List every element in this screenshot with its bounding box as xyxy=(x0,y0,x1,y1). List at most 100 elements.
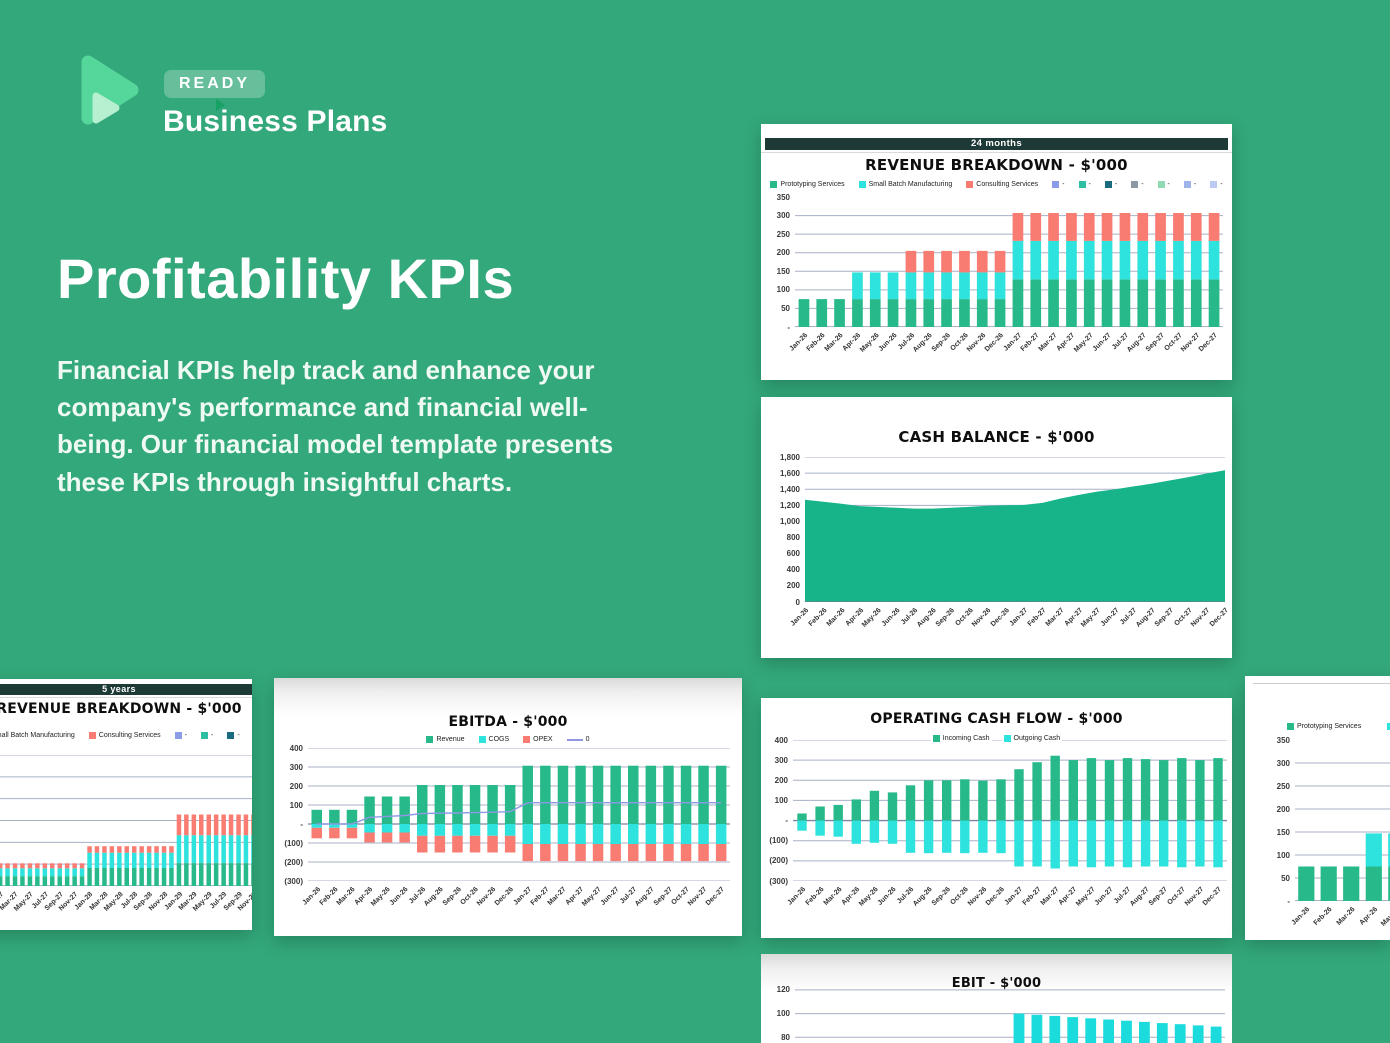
x-axis-label: Jan-26 xyxy=(789,607,810,628)
y-axis-label: 250 xyxy=(776,229,790,239)
x-axis-label: Feb-26 xyxy=(804,886,826,907)
chart-legend: Prototyping Services Small Batch Manufact… xyxy=(1285,723,1390,730)
x-axis-label: Sep-26 xyxy=(930,886,952,908)
legend-label: - xyxy=(1193,181,1197,188)
legend-label: Small Batch Manufacturing xyxy=(0,732,75,739)
chart-title: CASH BALANCE - $'000 xyxy=(898,428,1095,446)
x-axis-label: May-26 xyxy=(370,886,393,908)
legend-item: - xyxy=(172,732,189,739)
chart-legend: Revenue COGS OPEX 0 xyxy=(274,736,742,743)
x-axis-label: Aug-27 xyxy=(1128,886,1151,908)
legend-item: OPEX xyxy=(521,736,555,743)
y-axis-label: 150 xyxy=(776,266,790,276)
y-axis-label: (100) xyxy=(769,836,788,846)
x-axis-label: Jun-27 xyxy=(599,886,621,907)
chart-card-revenue-24m: 24 months REVENUE BREAKDOWN - $'000 Prot… xyxy=(761,124,1232,380)
legend-item: - xyxy=(199,732,216,739)
y-axis-label: - xyxy=(787,322,790,332)
legend-swatch-icon xyxy=(201,732,208,739)
legend-label: Revenue xyxy=(436,736,465,743)
x-axis-label: Nov-26 xyxy=(476,886,498,908)
x-axis-label: Jun-27 xyxy=(1099,607,1121,628)
x-axis-label: Nov-26 xyxy=(966,886,988,908)
y-axis-label: 300 xyxy=(774,755,788,765)
legend-item: Prototyping Services xyxy=(768,181,847,188)
x-axis-label: Jun-26 xyxy=(880,607,902,628)
y-axis-label: (300) xyxy=(769,876,788,886)
y-axis-label: 1,800 xyxy=(779,452,800,462)
legend-label: COGS xyxy=(488,736,510,743)
x-axis-label: May-26 xyxy=(1379,906,1390,928)
x-axis-label: Jan-26 xyxy=(788,332,809,353)
y-axis-label: 200 xyxy=(1276,804,1290,814)
x-axis-label: Jan-27 xyxy=(1008,607,1030,628)
y-axis-label: 400 xyxy=(289,743,303,753)
x-axis-label: Mar-26 xyxy=(823,332,845,353)
x-axis-label: Dec-27 xyxy=(1197,332,1220,354)
y-axis-label: 50 xyxy=(781,303,790,313)
legend-swatch-icon xyxy=(478,736,486,743)
chart-period-tag: 5 years xyxy=(0,684,252,695)
x-axis-label: Nov-27 xyxy=(1183,886,1205,908)
y-axis-label: 100 xyxy=(1276,850,1290,860)
x-axis-label: Feb-26 xyxy=(807,607,829,628)
legend-label: Consulting Services xyxy=(976,181,1039,188)
x-axis-label: Sep-27 xyxy=(1147,886,1169,908)
chart-plot-area xyxy=(795,978,1225,1043)
x-axis-label: Feb-27 xyxy=(529,886,551,907)
brand-accent-triangle-icon xyxy=(216,99,225,111)
y-axis-label: 350 xyxy=(1276,735,1290,745)
legend-label: Incoming Cash xyxy=(942,735,990,742)
y-axis-label: (100) xyxy=(284,838,303,848)
legend-item: COGS xyxy=(476,736,512,743)
x-axis-label: Sep-27 xyxy=(652,886,674,908)
x-axis-label: May-27 xyxy=(1074,886,1097,908)
x-axis-label: Jun-26 xyxy=(876,886,898,907)
x-axis-label: Sep-26 xyxy=(441,886,463,908)
chart-legend: Prototyping Services Small Batch Manufact… xyxy=(761,181,1232,188)
x-axis-label: Dec-26 xyxy=(983,332,1006,354)
x-axis-label: Jun-27 xyxy=(1093,886,1115,907)
y-axis-label: - xyxy=(1287,896,1290,906)
legend-swatch-icon xyxy=(88,732,96,739)
legend-item: Consulting Services xyxy=(86,732,163,739)
x-axis-label: Mar-26 xyxy=(822,886,844,907)
y-axis-label: 100 xyxy=(776,1009,790,1019)
y-axis-label: 400 xyxy=(786,565,800,575)
x-axis-label: Sep-26 xyxy=(930,332,952,354)
x-axis-label: Dec-27 xyxy=(704,886,727,908)
legend-label: OPEX xyxy=(533,736,553,743)
legend-item: Prototyping Services xyxy=(1285,723,1364,730)
legend-swatch-icon xyxy=(174,732,182,739)
legend-item: - xyxy=(1102,181,1120,188)
x-axis-label: Dec-26 xyxy=(493,886,516,908)
legend-swatch-icon xyxy=(966,181,974,188)
legend-swatch-icon xyxy=(227,732,235,739)
x-axis-label: Jan-27 xyxy=(1002,332,1023,353)
legend-swatch-icon xyxy=(1104,181,1112,188)
chart-plot-area xyxy=(0,755,252,886)
x-axis-label: Mar-26 xyxy=(1335,906,1357,927)
page-description: Financial KPIs help track and enhance yo… xyxy=(57,355,614,497)
x-axis-label: Dec-27 xyxy=(1208,607,1230,629)
chart-plot-area xyxy=(795,197,1223,327)
x-axis-label: Dec-27 xyxy=(1201,886,1223,908)
chart-card-operating-cash-flow: OPERATING CASH FLOW - $'000 Incoming Cas… xyxy=(761,698,1232,938)
legend-swatch-icon xyxy=(523,736,531,743)
legend-label: - xyxy=(1114,181,1118,188)
y-axis-label: 1,400 xyxy=(779,484,800,494)
x-axis-label: Jan-26 xyxy=(301,886,322,907)
x-axis-label: Sep-27 xyxy=(1144,332,1166,354)
legend-label: - xyxy=(1062,181,1065,188)
chart-plot-area xyxy=(793,740,1227,881)
chart-card-revenue-5y: 5 years REVENUE BREAKDOWN - $'000 Protot… xyxy=(0,679,252,930)
x-axis-label: Aug-27 xyxy=(1135,607,1157,629)
y-axis-label: 100 xyxy=(774,795,788,805)
x-axis-label: May-26 xyxy=(861,607,883,629)
chart-inner: Prototyping Services Small Batch Manufact… xyxy=(1245,676,1390,940)
x-axis-label: Nov-27 xyxy=(1190,607,1212,629)
y-axis-label: 1,200 xyxy=(779,500,800,510)
divider xyxy=(761,152,1232,153)
legend-swatch-icon xyxy=(1157,181,1165,188)
